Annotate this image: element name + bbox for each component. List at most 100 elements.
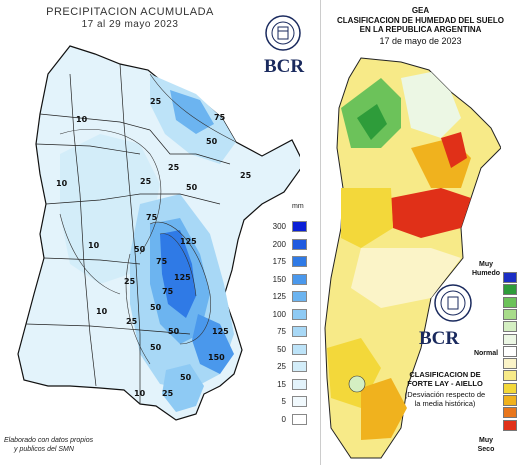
contour-label: 50 — [168, 327, 180, 336]
soil-scale-swatch — [503, 308, 517, 320]
legend-swatch — [292, 273, 307, 285]
contour-label: 150 — [208, 353, 225, 362]
contour-label: 125 — [174, 273, 191, 282]
soil-scale-swatch — [503, 272, 517, 283]
contour-label: 25 — [162, 389, 174, 398]
legend-swatch — [292, 361, 307, 372]
bcr-logo-text: BCR — [264, 56, 305, 77]
legend-swatch — [292, 256, 307, 267]
contour-label: 25 — [126, 317, 138, 326]
bcr-seal-logo — [265, 15, 301, 51]
soil-scale-swatch — [503, 345, 517, 357]
isohyet-labels: 10 10 25 50 75 50 25 25 25 75 125 75 50 … — [56, 97, 252, 398]
legend-swatch — [292, 396, 307, 407]
soil-scale-swatch — [503, 358, 517, 370]
legend-label: 175 — [272, 257, 286, 266]
precipitation-map: 10 10 25 50 75 50 25 25 25 75 125 75 50 … — [17, 45, 300, 421]
contour-label: 75 — [156, 257, 168, 266]
legend-label: 25 — [277, 362, 286, 371]
legend-label: 15 — [277, 379, 286, 389]
precipitation-map-panel: PRECIPITACION ACUMULADA 17 al 29 mayo 20… — [4, 6, 307, 453]
slightly-dry-zone — [351, 248, 461, 308]
contour-label: 50 — [134, 245, 146, 254]
legend-swatch — [292, 326, 307, 337]
contour-label: 10 — [88, 241, 100, 250]
legend-swatch — [292, 413, 307, 425]
isohyet-lines — [59, 73, 237, 365]
normal-zone-north — [401, 72, 461, 138]
credit-line-1: Elaborado con datos propios — [4, 437, 94, 444]
note-line-3: (Desviación respecto de — [404, 390, 486, 399]
soil-moisture-panel: GEA CLASIFICACION DE HUMEDAD DEL SUELO E… — [320, 0, 519, 465]
contour-label: 125 — [180, 237, 197, 246]
legend-swatch — [292, 291, 307, 302]
contour-label: 10 — [134, 389, 146, 398]
legend-label: 300 — [272, 222, 286, 231]
soil-scale-swatch — [503, 370, 517, 382]
contour-label: 50 — [150, 343, 162, 352]
contour-label: 75 — [162, 287, 174, 296]
legend-unit: mm — [292, 203, 304, 210]
soil-scale-swatch — [503, 382, 517, 394]
soil-scale-swatch — [503, 321, 517, 333]
contour-label: 25 — [168, 163, 180, 172]
bcr-seal-logo-right — [434, 284, 472, 322]
very-dry-zone-center — [391, 188, 471, 238]
contour-label: 25 — [140, 177, 152, 186]
label-very-dry: Muy Seco — [477, 437, 495, 453]
legend-swatch — [292, 308, 307, 320]
contour-label: 75 — [146, 213, 158, 222]
label-very-wet: Muy Humedo — [472, 261, 500, 277]
note-line-1: CLASIFICACION DE — [409, 370, 481, 379]
contour-label: 10 — [56, 179, 68, 188]
soil-title-line2: EN LA REPUBLICA ARGENTINA — [359, 25, 482, 34]
contour-label: 50 — [150, 303, 162, 312]
legend-label: 0 — [281, 414, 286, 424]
map-title: PRECIPITACION ACUMULADA — [46, 6, 214, 18]
soil-moisture-map — [324, 57, 501, 459]
contour-label: 25 — [240, 171, 252, 180]
very-wet-zone — [357, 104, 387, 140]
legend-label: 200 — [272, 239, 286, 249]
soil-scale-swatch — [503, 407, 517, 419]
province-borders — [25, 63, 231, 404]
contour-label: 25 — [150, 97, 162, 106]
legend-swatch — [292, 378, 307, 390]
rain-zone-150-east — [192, 314, 234, 374]
legend-swatch — [292, 238, 307, 250]
soil-scale-swatch — [503, 395, 517, 406]
soil-date: 17 de mayo de 2023 — [379, 36, 462, 46]
dry-zone-west — [341, 188, 393, 248]
soil-scale-swatch — [503, 284, 517, 296]
legend-label: 50 — [277, 344, 286, 354]
contour-label: 10 — [96, 307, 108, 316]
contour-label: 50 — [186, 183, 198, 192]
contour-label: 50 — [206, 137, 218, 146]
contour-label: 10 — [76, 115, 88, 124]
soil-scale-swatch — [503, 333, 517, 345]
rain-zone-100-south — [162, 364, 204, 412]
wet-spot — [348, 375, 366, 393]
legend-label: 75 — [277, 327, 286, 336]
legend-swatch — [292, 343, 307, 355]
gea-title: GEA — [411, 6, 430, 15]
rain-zone-100-north — [170, 90, 214, 134]
map-date-range: 17 al 29 mayo 2023 — [81, 19, 179, 30]
legend-swatch — [292, 221, 307, 232]
contour-label: 25 — [124, 277, 136, 286]
legend-label: 100 — [272, 309, 286, 319]
contour-label: 75 — [214, 113, 226, 122]
rain-zone-175 — [160, 230, 196, 318]
note-line-2: FORTE LAY - AIELLO — [407, 379, 483, 388]
contour-label: 125 — [212, 327, 229, 336]
bcr-logo-text-right: BCR — [419, 328, 460, 349]
very-dry-zone-northeast — [441, 132, 467, 168]
soil-scale-swatch — [503, 296, 517, 308]
note-line-4: la media histórica) — [414, 399, 476, 408]
legend-label: 125 — [272, 292, 286, 301]
soil-title-line1: CLASIFICACION DE HUMEDAD DEL SUELO — [337, 16, 504, 25]
contour-label: 50 — [180, 373, 192, 382]
dry-zone-south — [361, 378, 407, 440]
legend-label: 5 — [281, 397, 286, 406]
legend-label: 150 — [272, 274, 286, 284]
